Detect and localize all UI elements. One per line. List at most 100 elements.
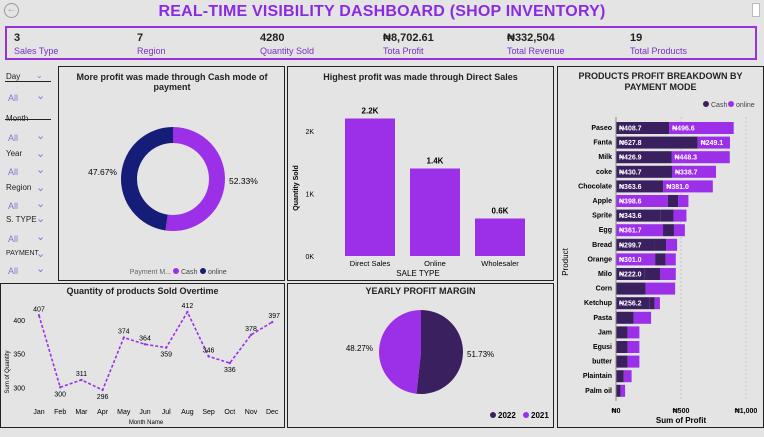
legend-label: online [208,269,227,276]
data-label: 47.67% [88,167,117,177]
scroll-handle[interactable] [752,3,760,17]
data-label: ₦249.1 [701,140,724,147]
data-point [80,378,83,382]
slicer-day-value[interactable]: All [8,93,19,103]
product-breakdown-svg: Cash online ₦0 ₦500 ₦1,000 Paseo ₦408.7 ₦496.… [561,101,757,425]
bar-online [616,195,668,207]
slicer-region-value[interactable]: All [8,201,19,211]
sales-type-bar-svg: 0K 1K 2K 2.2K Direct Sales 1.4K Online 0.6K Whol… [293,107,525,278]
data-label: ₦398.6 [619,199,642,206]
legend-label: 2022 [498,411,516,420]
y-tick-label: Paseo [591,125,612,132]
data-label: 374 [118,329,130,336]
bar [410,168,460,256]
chevron-down-icon[interactable]: ⌄ [36,263,46,275]
data-label: ₦448.3 [674,155,697,162]
slicer-year-value[interactable]: All [8,167,19,177]
bar-online [645,282,676,295]
chart-title: PRODUCTS PROFIT BREAKDOWN BY PAYMENT MOD… [578,71,743,92]
bar-online [616,253,656,266]
y-tick-label: Chocolate [578,183,612,190]
slicer-label: PAYMENT [6,250,39,257]
y-tick-label: 0K [305,254,314,261]
kpi-label: Quantity Sold [260,46,315,56]
y-tick-label: Sprite [592,213,612,220]
chevron-down-icon[interactable]: ⌄ [36,182,46,194]
sales-type-bar-panel: Highest profit was made through Direct S… [287,66,554,281]
bar-online [660,268,676,280]
slicer-payment-value[interactable]: All [8,266,19,276]
slicer-month-value[interactable]: All [8,133,19,143]
bar-online [666,238,678,251]
y-tick-label: Egg [599,227,612,234]
kpi-quantity-sold: 4280 Quantity Sold [260,32,314,56]
chevron-down-icon[interactable]: ⌄ [36,248,46,260]
chevron-down-icon[interactable]: ⌄ [36,213,46,225]
slicer-month-header[interactable] [5,107,51,120]
donut-slice-online [120,127,173,231]
bar-cash [663,224,674,237]
title-bar [0,0,764,24]
chevron-down-icon[interactable]: ⌄ [36,231,46,243]
chevron-down-icon[interactable]: ⌄ [36,198,46,210]
data-label: ₦222.0 [619,272,642,279]
chevron-down-icon[interactable]: ⌄ [36,130,46,142]
bar-online [663,180,713,193]
data-label: 51.73% [467,350,494,359]
bar-cash [616,180,664,193]
data-point [143,343,147,346]
chevron-down-icon[interactable]: ⌄ [36,164,46,176]
kpi-label: Total Products [630,46,688,56]
x-tick-label: Apr [97,409,109,416]
kpi-label: Region [137,46,166,56]
bar-online [697,136,730,149]
kpi-label: Tota Profit [383,46,424,56]
y-tick-label: Ketchup [584,300,612,307]
x-tick-label: Direct Sales [350,259,391,268]
x-tick-label: Aug [181,409,194,416]
bar-cash [667,195,679,207]
data-label: 311 [76,371,87,378]
y-tick-label: Milo [598,271,612,278]
bar-online [620,384,626,397]
data-point [165,346,168,349]
donut-slice-cash [165,127,225,231]
product-breakdown-panel: PRODUCTS PROFIT BREAKDOWN BY PAYMENT MOD… [557,66,764,428]
data-label: 397 [268,313,280,320]
chevron-down-icon[interactable]: ⌄ [36,148,46,160]
y-tick-label: Egusi [593,344,612,351]
data-label: 346 [203,347,215,354]
chart-title: YEARLY PROFIT MARGIN [365,286,476,296]
slicer-day-header[interactable] [5,69,51,82]
y-tick-label: 400 [13,318,25,325]
bar-online [654,297,660,310]
bar-cash [616,122,670,134]
bar-cash [616,311,634,324]
legend-swatch-cash [703,101,709,107]
data-label: 296 [97,394,109,401]
data-label: 300 [54,391,66,398]
yearly-pie-panel: YEARLY PROFIT MARGIN 51.73% 48.27% 2022 2… [287,283,554,428]
x-axis-label: Month Name [129,420,164,426]
yearly-pie-svg: 51.73% 48.27% 2022 2021 [346,310,549,420]
chevron-down-icon[interactable]: ⌄ [36,90,46,102]
chevron-down-icon: ⌄ [36,71,43,80]
slicer-stype-value[interactable]: All [8,234,19,244]
bar-online [678,195,689,207]
bar-online [633,311,652,324]
y-tick-label: butter [592,359,612,366]
data-label: ₦363.6 [619,184,642,191]
data-label: ₦408.7 [619,126,642,133]
legend-title: Payment M... [130,269,171,276]
data-label: ₦338.7 [675,169,698,176]
chart-title: More profit was made through Cash mode o… [76,72,268,92]
x-tick-label: ₦500 [673,408,690,415]
data-label: ₦426.9 [619,155,642,162]
bar [475,218,525,256]
bar-cash [616,355,628,368]
data-label: ₦343.6 [619,213,642,220]
legend-swatch-2021 [523,412,529,418]
slicer-label: Year [6,149,23,158]
back-arrow-icon[interactable]: ← [4,3,19,18]
x-tick-label: Sep [202,409,215,416]
